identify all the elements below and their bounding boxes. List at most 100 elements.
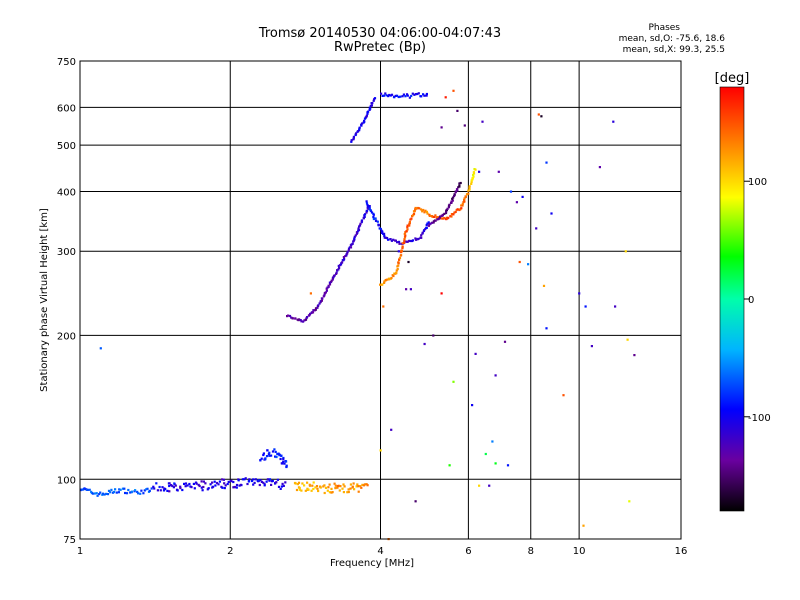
data-point [584,305,587,308]
data-point [478,170,481,173]
data-point [626,338,629,341]
data-point [156,489,159,492]
data-point [456,189,459,192]
data-point [209,483,212,486]
data-point [183,482,186,485]
x-tick-label: 4 [377,546,383,557]
data-point [252,483,255,486]
data-point [316,487,319,490]
data-point [365,114,368,117]
data-point [80,488,83,491]
data-point [386,278,389,281]
data-point [425,226,428,229]
data-point [420,234,423,237]
data-point [390,93,394,96]
y-tick-label: 75 [63,535,76,546]
data-point [262,452,265,455]
data-point [207,487,210,490]
data-point [439,215,442,218]
data-point [350,139,353,142]
data-point [282,457,285,461]
data-point [426,222,429,225]
data-point [401,242,404,245]
legend-title: Phases [648,23,680,33]
data-point [136,490,139,493]
data-point [315,485,319,488]
data-point [428,214,431,217]
data-point [302,320,305,323]
data-point [334,487,337,490]
data-point [148,489,151,492]
data-point [330,279,333,282]
data-point [381,94,384,97]
data-point [268,454,271,457]
data-point [410,94,413,98]
data-point [171,484,174,488]
data-point [276,478,279,481]
data-point [164,488,167,491]
data-point [468,185,471,188]
data-point [86,488,89,491]
data-point [297,481,301,484]
data-point [346,491,349,494]
data-point [562,394,565,397]
data-point [179,487,182,490]
data-point [349,487,352,490]
data-point [170,484,173,487]
data-point [330,491,333,494]
data-point [195,482,198,485]
data-point [282,460,285,463]
data-point [309,292,312,295]
data-point [123,487,126,490]
data-point [550,212,553,215]
y-tick-label: 500 [57,141,76,152]
data-point [343,485,346,488]
data-point [488,484,491,487]
data-point [352,482,355,485]
data-point [150,487,153,490]
data-point [451,197,454,200]
data-point [527,263,530,266]
data-point [234,486,237,489]
grid-lines [80,61,681,539]
data-point [268,479,271,482]
data-point [598,166,601,169]
data-point [217,483,220,486]
data-point [411,239,415,242]
data-point [143,489,146,492]
data-point [152,485,155,488]
data-point [406,228,409,231]
data-point [404,95,407,98]
data-point [264,458,267,461]
data-point [168,482,171,485]
data-point [95,492,98,495]
data-point [241,478,244,481]
data-point [432,221,435,224]
data-point [267,453,270,456]
data-point [127,488,130,492]
data-point [342,256,345,259]
data-point [401,95,404,98]
data-point [224,484,227,487]
data-point [444,211,448,215]
data-point [423,229,426,232]
data-point [470,180,473,184]
data-point [280,454,283,457]
data-point [173,482,176,485]
data-point [213,480,216,483]
data-point [414,208,417,211]
data-point [121,487,125,490]
data-point [158,485,161,489]
data-point [484,452,487,456]
colorbar-tick-label: 0 [748,295,754,306]
data-point [491,440,494,443]
data-point [124,491,127,495]
data-point [259,479,262,482]
data-point [417,92,420,95]
data-point [365,209,369,212]
data-point [139,492,142,495]
data-point [518,260,521,264]
data-point [223,487,226,490]
data-point [379,449,382,452]
data-point [349,483,352,486]
